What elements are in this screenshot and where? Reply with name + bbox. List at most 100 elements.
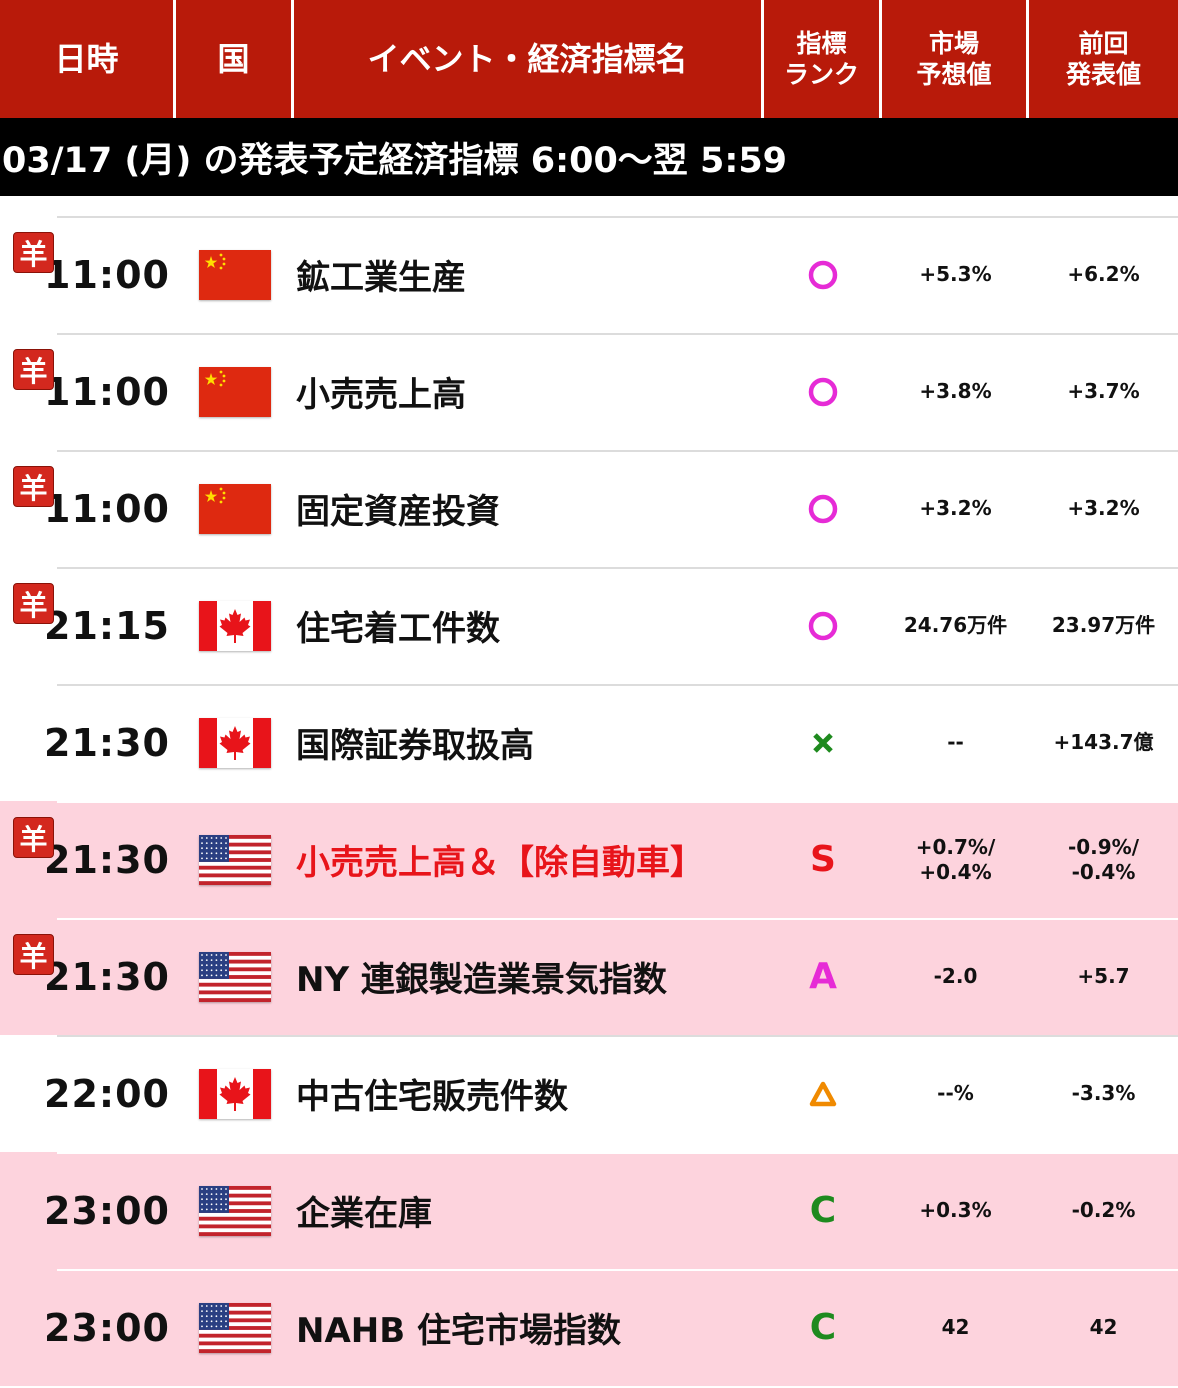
forecast-line1: -- [947, 730, 964, 754]
header-time: 日時 [0, 0, 176, 118]
event-name[interactable]: 企業在庫 [296, 1194, 432, 1234]
previous-line1: +6.2% [1067, 262, 1140, 286]
circle-rank-icon [808, 260, 838, 289]
table-row[interactable]: 21:30 国際証券取扱高 -- +143.7億 [0, 684, 1178, 801]
canada-flag [176, 717, 294, 768]
forecast-line1: +3.2% [919, 496, 992, 520]
forecast-value: +3.2% [882, 496, 1029, 521]
table-row[interactable]: 羊 21:30 NY 連銀製造業景気指数 A -2.0 +5.7 [0, 918, 1178, 1035]
previous-line1: +3.2% [1067, 496, 1140, 520]
forecast-line1: 24.76万件 [903, 613, 1008, 637]
previous-value: 23.97万件 [1029, 613, 1178, 638]
rank-letter: C [809, 1307, 837, 1348]
indicator-rank: A [764, 956, 882, 997]
usa-flag [176, 1185, 294, 1236]
header-previous: 前回 発表値 [1029, 0, 1178, 118]
usa-flag-icon [199, 1185, 271, 1236]
china-flag-icon [199, 483, 271, 534]
china-flag-icon [199, 366, 271, 417]
previous-line1: 42 [1089, 1315, 1118, 1339]
china-flag [176, 483, 294, 534]
forecast-value: +5.3% [882, 262, 1029, 287]
sheep-badge: 羊 [13, 817, 54, 858]
previous-line1: -0.9%/ [1067, 834, 1140, 859]
table-row[interactable]: 羊 21:30 小売売上高＆【除自動車】 S +0.7%/+0.4% -0.9%… [0, 801, 1178, 918]
event-name[interactable]: NY 連銀製造業景気指数 [296, 960, 667, 1000]
table-row[interactable]: 23:00 企業在庫 C +0.3% -0.2% [0, 1152, 1178, 1269]
header-forecast-line2: 予想値 [916, 60, 992, 89]
forecast-line1: +3.8% [919, 379, 992, 403]
header-forecast-line1: 市場 [928, 28, 979, 58]
release-time: 21:15 [44, 603, 170, 648]
previous-line1: 23.97万件 [1051, 613, 1156, 637]
forecast-line1: +0.3% [919, 1198, 992, 1222]
release-time: 21:30 [44, 720, 170, 765]
circle-rank-icon [808, 494, 838, 523]
china-flag-icon [199, 249, 271, 300]
usa-flag [176, 834, 294, 885]
release-time: 21:30 [44, 837, 170, 882]
header-rank: 指標 ランク [764, 0, 882, 118]
previous-value: +143.7億 [1029, 730, 1178, 755]
sheep-badge: 羊 [13, 934, 54, 975]
forecast-line1: -2.0 [933, 964, 978, 988]
previous-value: +6.2% [1029, 262, 1178, 287]
sheep-badge: 羊 [13, 583, 54, 624]
previous-line1: +3.7% [1067, 379, 1140, 403]
event-name[interactable]: 住宅着工件数 [296, 609, 500, 649]
table-row[interactable]: 23:00 NAHB 住宅市場指数 C 42 42 [0, 1269, 1178, 1386]
event-name[interactable]: 鉱工業生産 [296, 258, 466, 298]
indicator-rank [764, 731, 882, 755]
header-rank-line1: 指標 [796, 28, 847, 58]
indicator-rank: C [764, 1190, 882, 1231]
event-name[interactable]: NAHB 住宅市場指数 [296, 1311, 621, 1351]
indicator-rank [764, 1081, 882, 1107]
forecast-line1: +5.3% [919, 262, 992, 286]
header-forecast: 市場 予想値 [882, 0, 1029, 118]
release-time: 23:00 [44, 1188, 170, 1233]
indicator-rank [764, 376, 882, 408]
rank-letter: A [809, 956, 837, 997]
circle-rank-icon [808, 377, 838, 406]
table-row[interactable]: 羊 21:15 住宅着工件数 24.76万件 23.97万件 [0, 567, 1178, 684]
forecast-line1: +0.7%/ [915, 834, 996, 859]
header-previous-line1: 前回 [1078, 28, 1129, 58]
date-band: 03/17 (月) の発表予定経済指標 6:00～翌 5:59 [0, 118, 1178, 196]
sheep-badge: 羊 [13, 466, 54, 507]
indicator-rank [764, 610, 882, 642]
previous-value: +3.2% [1029, 496, 1178, 521]
table-row[interactable]: 22:00 中古住宅販売件数 --% -3.3% [0, 1035, 1178, 1152]
header-previous-line2: 発表値 [1065, 60, 1141, 89]
table-row[interactable]: 羊 11:00 鉱工業生産 +5.3% +6.2% [0, 216, 1178, 333]
event-name[interactable]: 固定資産投資 [296, 492, 500, 532]
forecast-value: -- [882, 730, 1029, 755]
header-country: 国 [176, 0, 294, 118]
forecast-value: +0.7%/+0.4% [882, 835, 1029, 885]
header-event: イベント・経済指標名 [294, 0, 764, 118]
forecast-value: 24.76万件 [882, 613, 1029, 638]
usa-flag-icon [199, 951, 271, 1002]
forecast-value: -2.0 [882, 964, 1029, 989]
indicator-list: 羊 11:00 鉱工業生産 +5.3% +6.2% 羊 11:00 小売売上高 … [0, 216, 1178, 1386]
release-time: 23:00 [44, 1305, 170, 1350]
previous-value: -0.9%/-0.4% [1029, 835, 1178, 885]
table-row[interactable]: 羊 11:00 固定資産投資 +3.2% +3.2% [0, 450, 1178, 567]
indicator-rank: C [764, 1307, 882, 1348]
forecast-line2: +0.4% [919, 859, 992, 884]
event-name[interactable]: 国際証券取扱高 [296, 726, 534, 766]
sheep-badge: 羊 [13, 232, 54, 273]
previous-value: 42 [1029, 1315, 1178, 1340]
usa-flag-icon [199, 1302, 271, 1353]
table-row[interactable]: 羊 11:00 小売売上高 +3.8% +3.7% [0, 333, 1178, 450]
previous-value: +3.7% [1029, 379, 1178, 404]
event-name[interactable]: 小売売上高＆【除自動車】 [296, 843, 704, 883]
header-rank-line2: ランク [783, 60, 859, 89]
previous-value: +5.7 [1029, 964, 1178, 989]
event-name[interactable]: 小売売上高 [296, 375, 466, 415]
usa-flag [176, 951, 294, 1002]
previous-line1: -0.2% [1071, 1198, 1136, 1222]
forecast-line1: 42 [941, 1315, 970, 1339]
event-name[interactable]: 中古住宅販売件数 [296, 1077, 568, 1117]
forecast-value: +0.3% [882, 1198, 1029, 1223]
previous-line2: -0.4% [1071, 859, 1136, 884]
